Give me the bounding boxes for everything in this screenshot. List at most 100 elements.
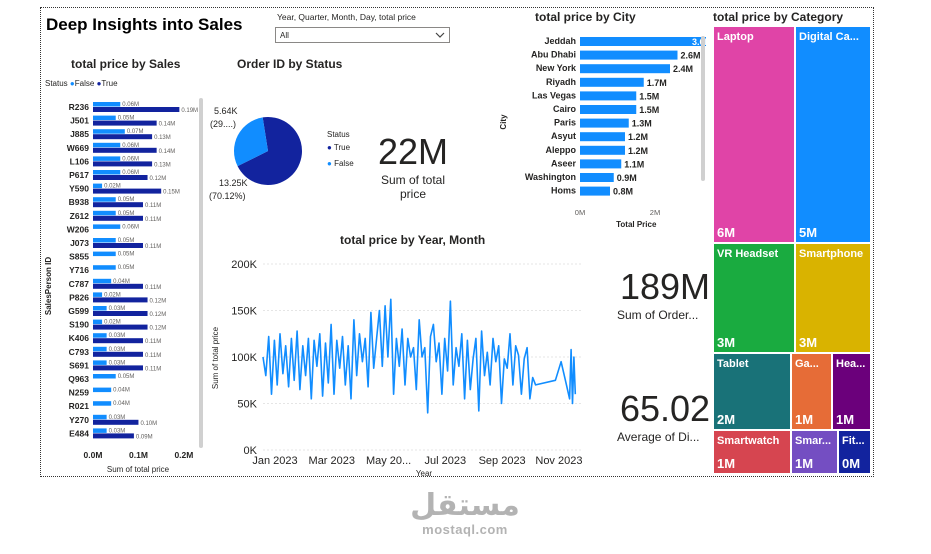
sales-legend: Status ●False ●True <box>45 79 118 88</box>
treemap-tile-smartphone[interactable]: Smartphone 3M <box>795 243 871 353</box>
tile-name: Hea... <box>836 358 866 370</box>
city-bar <box>580 50 678 60</box>
treemap-tile-laptop[interactable]: Laptop 6M <box>713 26 795 243</box>
legend-dot-true-icon: ● <box>96 79 102 88</box>
pie-legend-false-label: False <box>334 159 354 168</box>
sales-category-label: Y590 <box>69 184 89 194</box>
sales-category-label: S855 <box>69 252 89 262</box>
tile-name: Ga... <box>795 358 819 370</box>
city-y-axis-label: City <box>499 114 508 130</box>
sales-value-true: 0.11M <box>145 353 161 359</box>
sales-bar-true <box>93 243 143 248</box>
legend-dot-false-icon: ● <box>69 79 75 88</box>
sales-bar-true <box>93 311 148 316</box>
watermark-url: mostaql.com <box>422 522 508 537</box>
sales-value-false: 0.03M <box>109 415 126 421</box>
report-title: Deep Insights into Sales <box>46 15 243 34</box>
sales-bar-true <box>93 175 148 180</box>
status-pie-chart[interactable] <box>233 115 303 187</box>
sales-bar-true <box>93 188 162 194</box>
sales-category-label: P826 <box>69 292 89 302</box>
tile-name: Smartwatch <box>717 435 780 447</box>
city-category-label: Homs <box>551 186 576 196</box>
treemap-tile-smart-home[interactable]: Smar... 1M <box>791 430 838 474</box>
sales-value-true: 0.14M <box>159 149 176 155</box>
tile-value: 3M <box>799 335 818 350</box>
sales-value-false: 0.05M <box>118 211 135 217</box>
sales-value-false: 0.06M <box>122 143 139 149</box>
city-chart-title: total price by City <box>535 10 636 24</box>
sales-bar-false <box>93 129 125 134</box>
sales-bar-false <box>93 346 107 352</box>
sales-category-label: Y716 <box>69 265 89 275</box>
city-value-label: 1.1M <box>624 159 644 169</box>
sales-value-true: 0.13M <box>154 162 171 168</box>
card-total-value: 22M <box>377 131 449 172</box>
tile-value: 1M <box>795 412 814 427</box>
date-slicer-dropdown[interactable]: All <box>275 27 450 43</box>
pie-label-big-pct: (70.12%) <box>209 191 246 201</box>
sales-category-label: S190 <box>69 320 89 330</box>
sales-bar-true <box>93 134 153 140</box>
city-bar <box>580 91 637 101</box>
sales-value-false: 0.05M <box>118 265 135 271</box>
sales-bar-false <box>93 374 116 379</box>
city-value-label: 2.6M <box>681 51 701 61</box>
line-y-tick: 150K <box>231 306 257 318</box>
card-total-price: 22M Sum of total price <box>361 131 465 201</box>
sales-bar-true <box>93 351 143 357</box>
city-category-label: Jeddah <box>544 36 576 46</box>
sales-bar-true <box>93 433 134 439</box>
sales-value-true: 0.12M <box>150 312 167 318</box>
sales-x-tick: 0.1M <box>129 450 148 460</box>
sales-value-false: 0.03M <box>109 347 126 353</box>
sales-value-true: 0.15M <box>163 190 180 196</box>
pie-slice-false <box>234 117 268 167</box>
tile-value: 3M <box>717 335 736 350</box>
city-bar <box>580 173 614 182</box>
sales-value-true: 0.19M <box>181 108 198 114</box>
tile-value: 1M <box>717 456 736 471</box>
sales-bar-true <box>93 107 180 112</box>
sales-value-true: 0.12M <box>150 298 167 304</box>
sales-chart-scrollbar[interactable] <box>199 98 203 448</box>
treemap-tile-digital-camera[interactable]: Digital Ca... 5M <box>795 26 871 243</box>
sales-category-label: J885 <box>70 129 89 139</box>
sales-bar-false <box>93 115 116 121</box>
sales-value-true: 0.12M <box>150 326 167 332</box>
sales-bar-chart[interactable]: R236 0.06M 0.19M J501 0.05M 0.14M J885 0.07M 0.1… <box>41 96 241 476</box>
city-value-label: 1.7M <box>647 78 667 88</box>
city-bar-chart[interactable]: Jeddah 3.6M Abu Dhabi 2.6M New York 2.4M Riyad… <box>456 32 706 232</box>
treemap-tile-vr-headset[interactable]: VR Headset 3M <box>713 243 795 353</box>
legend-dot-true-icon: ● <box>327 143 332 152</box>
treemap-tile-gaming[interactable]: Ga... 1M <box>791 353 832 430</box>
report-canvas: Deep Insights into Sales Year, Quarter, … <box>40 7 874 478</box>
sales-value-true: 0.11M <box>145 203 161 209</box>
tile-name: VR Headset <box>717 248 779 260</box>
sales-bar-true <box>93 161 153 167</box>
sales-bar-false <box>93 251 116 257</box>
pie-chart-title: Order ID by Status <box>237 57 343 71</box>
sales-bar-true <box>93 419 139 425</box>
tile-name: Tablet <box>717 358 749 370</box>
sales-value-true: 0.11M <box>145 339 161 345</box>
city-x-tick: 0M <box>575 208 585 217</box>
sales-category-label: Y270 <box>69 415 89 425</box>
card-total-label2: price <box>399 187 426 201</box>
sales-legend-true: True <box>101 79 118 88</box>
treemap-tile-smartwatch[interactable]: Smartwatch 1M <box>713 430 791 474</box>
sales-bar-true <box>93 202 143 208</box>
tile-value: 1M <box>836 412 855 427</box>
treemap-tile-fitness[interactable]: Fit... 0M <box>838 430 871 474</box>
category-treemap[interactable]: Laptop 6M Digital Ca... 5M VR Headset 3M… <box>713 26 873 474</box>
city-category-label: New York <box>536 63 577 73</box>
treemap-tile-headphones[interactable]: Hea... 1M <box>832 353 871 430</box>
treemap-tile-tablet[interactable]: Tablet 2M <box>713 353 791 430</box>
sales-bar-true <box>93 120 157 126</box>
sales-bar-false <box>93 265 116 270</box>
card-avg-value: 65.02 <box>619 388 711 429</box>
pie-legend-title: Status <box>327 130 350 139</box>
city-chart-scrollbar[interactable] <box>701 36 705 181</box>
sales-chart-title: total price by Sales <box>71 57 181 71</box>
